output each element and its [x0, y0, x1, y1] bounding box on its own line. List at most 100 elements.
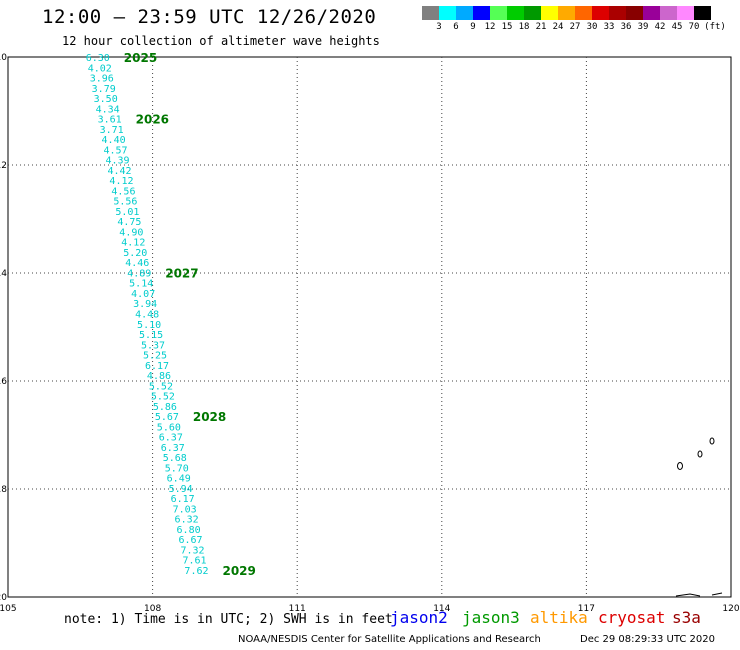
wave-height-label: 3.96	[90, 74, 114, 85]
wave-height-label: 4.57	[104, 145, 128, 156]
legend-label: 21	[535, 22, 547, 32]
page-title: 12:00 – 23:59 UTC 12/26/2020	[42, 6, 377, 28]
legend-swatch	[558, 6, 575, 20]
legend-label: 45	[671, 22, 683, 32]
legend-swatch	[507, 6, 524, 20]
track-time-label: 2027	[165, 266, 198, 280]
wave-height-label: 5.70	[165, 463, 189, 474]
legend-label: 33	[603, 22, 615, 32]
wave-height-label: 7.32	[180, 545, 204, 556]
wave-height-label: 4.75	[117, 217, 141, 228]
satellite-s3a: s3a	[672, 608, 701, 627]
satellite-altika: altika	[530, 608, 588, 627]
wave-height-label: 6.30	[86, 53, 110, 64]
legend-swatch	[592, 6, 609, 20]
wave-height-label: 3.71	[100, 125, 124, 136]
latitude-tick-label: 20	[0, 593, 7, 603]
wave-height-label: 5.94	[169, 484, 193, 495]
legend-label: 15	[501, 22, 513, 32]
wave-height-label: 7.03	[173, 504, 197, 515]
longitude-tick-label: 108	[144, 604, 161, 614]
wave-height-label: 5.60	[157, 422, 181, 433]
wave-height-label: 6.37	[159, 433, 183, 444]
wave-height-label: 5.56	[113, 197, 137, 208]
wave-height-label: 4.07	[131, 289, 155, 300]
coastline-fragment	[711, 592, 723, 596]
legend-label: 36	[620, 22, 632, 32]
latitude-tick-label: 18	[0, 485, 7, 495]
wave-height-label: 4.86	[147, 371, 171, 382]
legend-label: (ft)	[704, 22, 726, 32]
wave-height-label: 5.52	[151, 392, 175, 403]
latitude-tick-label: 14	[0, 269, 7, 279]
legend-label: 39	[637, 22, 649, 32]
wave-height-label: 7.62	[184, 566, 208, 577]
island-outline	[709, 437, 715, 445]
legend-label: 27	[569, 22, 581, 32]
footer-timestamp: Dec 29 08:29:33 UTC 2020	[580, 634, 715, 645]
legend-label: 18	[518, 22, 530, 32]
latitude-tick-label: 12	[0, 161, 7, 171]
wave-height-label: 4.90	[119, 227, 143, 238]
longitude-tick-label: 111	[289, 604, 306, 614]
wave-height-label: 3.61	[98, 115, 122, 126]
legend-label: 6	[453, 22, 459, 32]
wave-height-label: 5.37	[141, 340, 165, 351]
wave-height-label: 5.10	[137, 320, 161, 331]
legend-label: 70	[688, 22, 700, 32]
wave-height-label: 4.48	[135, 310, 159, 321]
wave-height-label: 4.46	[125, 258, 149, 269]
legend-swatch	[456, 6, 473, 20]
wave-height-label: 3.79	[92, 84, 116, 95]
wave-height-label: 5.52	[149, 381, 173, 392]
wave-height-label: 5.67	[155, 412, 179, 423]
latitude-tick-label: 16	[0, 377, 7, 387]
latitude-tick-label: 10	[0, 53, 7, 63]
legend-label: 3	[436, 22, 442, 32]
wave-height-label: 4.89	[127, 268, 151, 279]
wave-height-label: 5.68	[163, 453, 187, 464]
note-text: note: 1) Time is in UTC; 2) SWH is in fe…	[64, 612, 393, 627]
legend-swatch	[660, 6, 677, 20]
satellite-jason3: jason3	[462, 608, 520, 627]
wave-height-label: 5.86	[153, 402, 177, 413]
island-outline	[697, 450, 703, 458]
wave-height-label: 4.02	[88, 63, 112, 74]
wave-height-label: 5.01	[115, 207, 139, 218]
legend-swatch	[626, 6, 643, 20]
satellite-cryosat: cryosat	[598, 608, 666, 627]
wave-height-label: 4.40	[102, 135, 126, 146]
wave-height-label: 5.20	[123, 248, 147, 259]
legend-swatch	[575, 6, 592, 20]
wave-height-label: 4.12	[121, 238, 145, 249]
footer-credit: NOAA/NESDIS Center for Satellite Applica…	[238, 634, 541, 645]
wave-height-label: 6.17	[171, 494, 195, 505]
track-time-label: 2029	[222, 564, 255, 578]
legend-label: 24	[552, 22, 564, 32]
longitude-tick-label: 117	[578, 604, 595, 614]
wave-height-label: 5.25	[143, 351, 167, 362]
wave-height-label: 4.56	[111, 186, 135, 197]
legend-swatch	[609, 6, 626, 20]
wave-height-label: 6.17	[145, 361, 169, 372]
legend-swatch	[473, 6, 490, 20]
plot-frame	[7, 56, 732, 598]
legend-label: 30	[586, 22, 598, 32]
wave-height-label: 6.80	[177, 525, 201, 536]
coastline-fragment	[675, 593, 701, 597]
page-subtitle: 12 hour collection of altimeter wave hei…	[62, 34, 380, 48]
track-time-label: 2028	[193, 410, 226, 424]
track-time-label: 2025	[124, 51, 157, 65]
wave-height-label: 4.12	[109, 176, 133, 187]
island-outline	[677, 462, 683, 470]
longitude-tick-label: 114	[433, 604, 450, 614]
longitude-tick-label: 120	[722, 604, 739, 614]
color-legend	[422, 6, 711, 20]
wave-height-label: 4.34	[96, 104, 120, 115]
wave-height-label: 6.37	[161, 443, 185, 454]
wave-height-label: 4.39	[105, 156, 129, 167]
wave-height-label: 6.49	[167, 474, 191, 485]
legend-swatch	[643, 6, 660, 20]
legend-swatch	[422, 6, 439, 20]
